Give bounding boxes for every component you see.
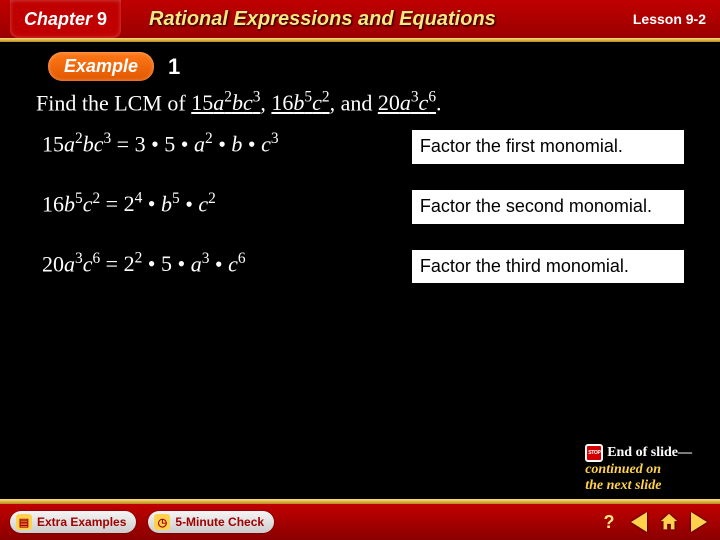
problem-sep-1: , xyxy=(260,90,271,115)
step-description: Factor the third monomial. xyxy=(412,250,684,284)
end-of-slide-note: End of slide— continued on the next slid… xyxy=(585,444,692,494)
footer-bar: ▤ Extra Examples ◷ 5-Minute Check ? xyxy=(0,504,720,540)
chapter-number: 9 xyxy=(97,9,107,29)
home-button[interactable] xyxy=(658,511,680,533)
prev-slide-button[interactable] xyxy=(628,511,650,533)
clock-icon: ◷ xyxy=(154,514,170,530)
steps-container: 15a2bc3 = 3 • 5 • a2 • b • c3 Factor the… xyxy=(36,130,684,283)
example-row: Example 1 xyxy=(48,52,720,81)
stop-icon xyxy=(585,444,603,462)
problem-term-1: 15a2bc3 xyxy=(191,90,260,115)
problem-term-2: 16b5c2 xyxy=(271,90,329,115)
extra-examples-label: Extra Examples xyxy=(37,515,126,529)
next-slide-button[interactable] xyxy=(688,511,710,533)
problem-suffix: . xyxy=(436,90,442,115)
arrow-left-icon xyxy=(631,512,647,532)
page-title: Rational Expressions and Equations xyxy=(149,8,496,31)
step-equation: 15a2bc3 = 3 • 5 • a2 • b • c3 xyxy=(36,130,412,157)
problem-statement: Find the LCM of 15a2bc3, 16b5c2, and 20a… xyxy=(36,89,684,116)
step-equation: 20a3c6 = 22 • 5 • a3 • c6 xyxy=(36,250,412,277)
arrow-right-icon xyxy=(691,512,707,532)
problem-sep-2: , and xyxy=(330,90,378,115)
help-icon[interactable]: ? xyxy=(598,511,620,533)
extra-examples-button[interactable]: ▤ Extra Examples xyxy=(10,511,136,533)
step-row: 15a2bc3 = 3 • 5 • a2 • b • c3 Factor the… xyxy=(36,130,684,164)
five-minute-check-label: 5-Minute Check xyxy=(175,515,264,529)
end-note-line-2: continued on xyxy=(585,462,692,478)
header-bar: Chapter 9 Rational Expressions and Equat… xyxy=(0,0,720,38)
book-icon: ▤ xyxy=(16,514,32,530)
end-note-line-3: the next slide xyxy=(585,478,692,494)
example-number: 1 xyxy=(168,54,180,80)
lesson-label: Lesson 9-2 xyxy=(633,11,706,27)
problem-prefix: Find the LCM of xyxy=(36,90,191,115)
step-row: 16b5c2 = 24 • b5 • c2 Factor the second … xyxy=(36,190,684,224)
step-row: 20a3c6 = 22 • 5 • a3 • c6 Factor the thi… xyxy=(36,250,684,284)
problem-term-3: 20a3c6 xyxy=(378,90,436,115)
end-note-line-1: End of slide— xyxy=(607,445,692,460)
home-icon xyxy=(658,511,680,533)
step-equation: 16b5c2 = 24 • b5 • c2 xyxy=(36,190,412,217)
step-description: Factor the first monomial. xyxy=(412,130,684,164)
nav-icons: ? xyxy=(598,511,710,533)
chapter-label: Chapter xyxy=(24,9,92,29)
example-badge: Example xyxy=(48,52,154,81)
chapter-badge: Chapter 9 xyxy=(10,0,121,38)
divider-top xyxy=(0,38,720,42)
five-minute-check-button[interactable]: ◷ 5-Minute Check xyxy=(148,511,274,533)
step-description: Factor the second monomial. xyxy=(412,190,684,224)
